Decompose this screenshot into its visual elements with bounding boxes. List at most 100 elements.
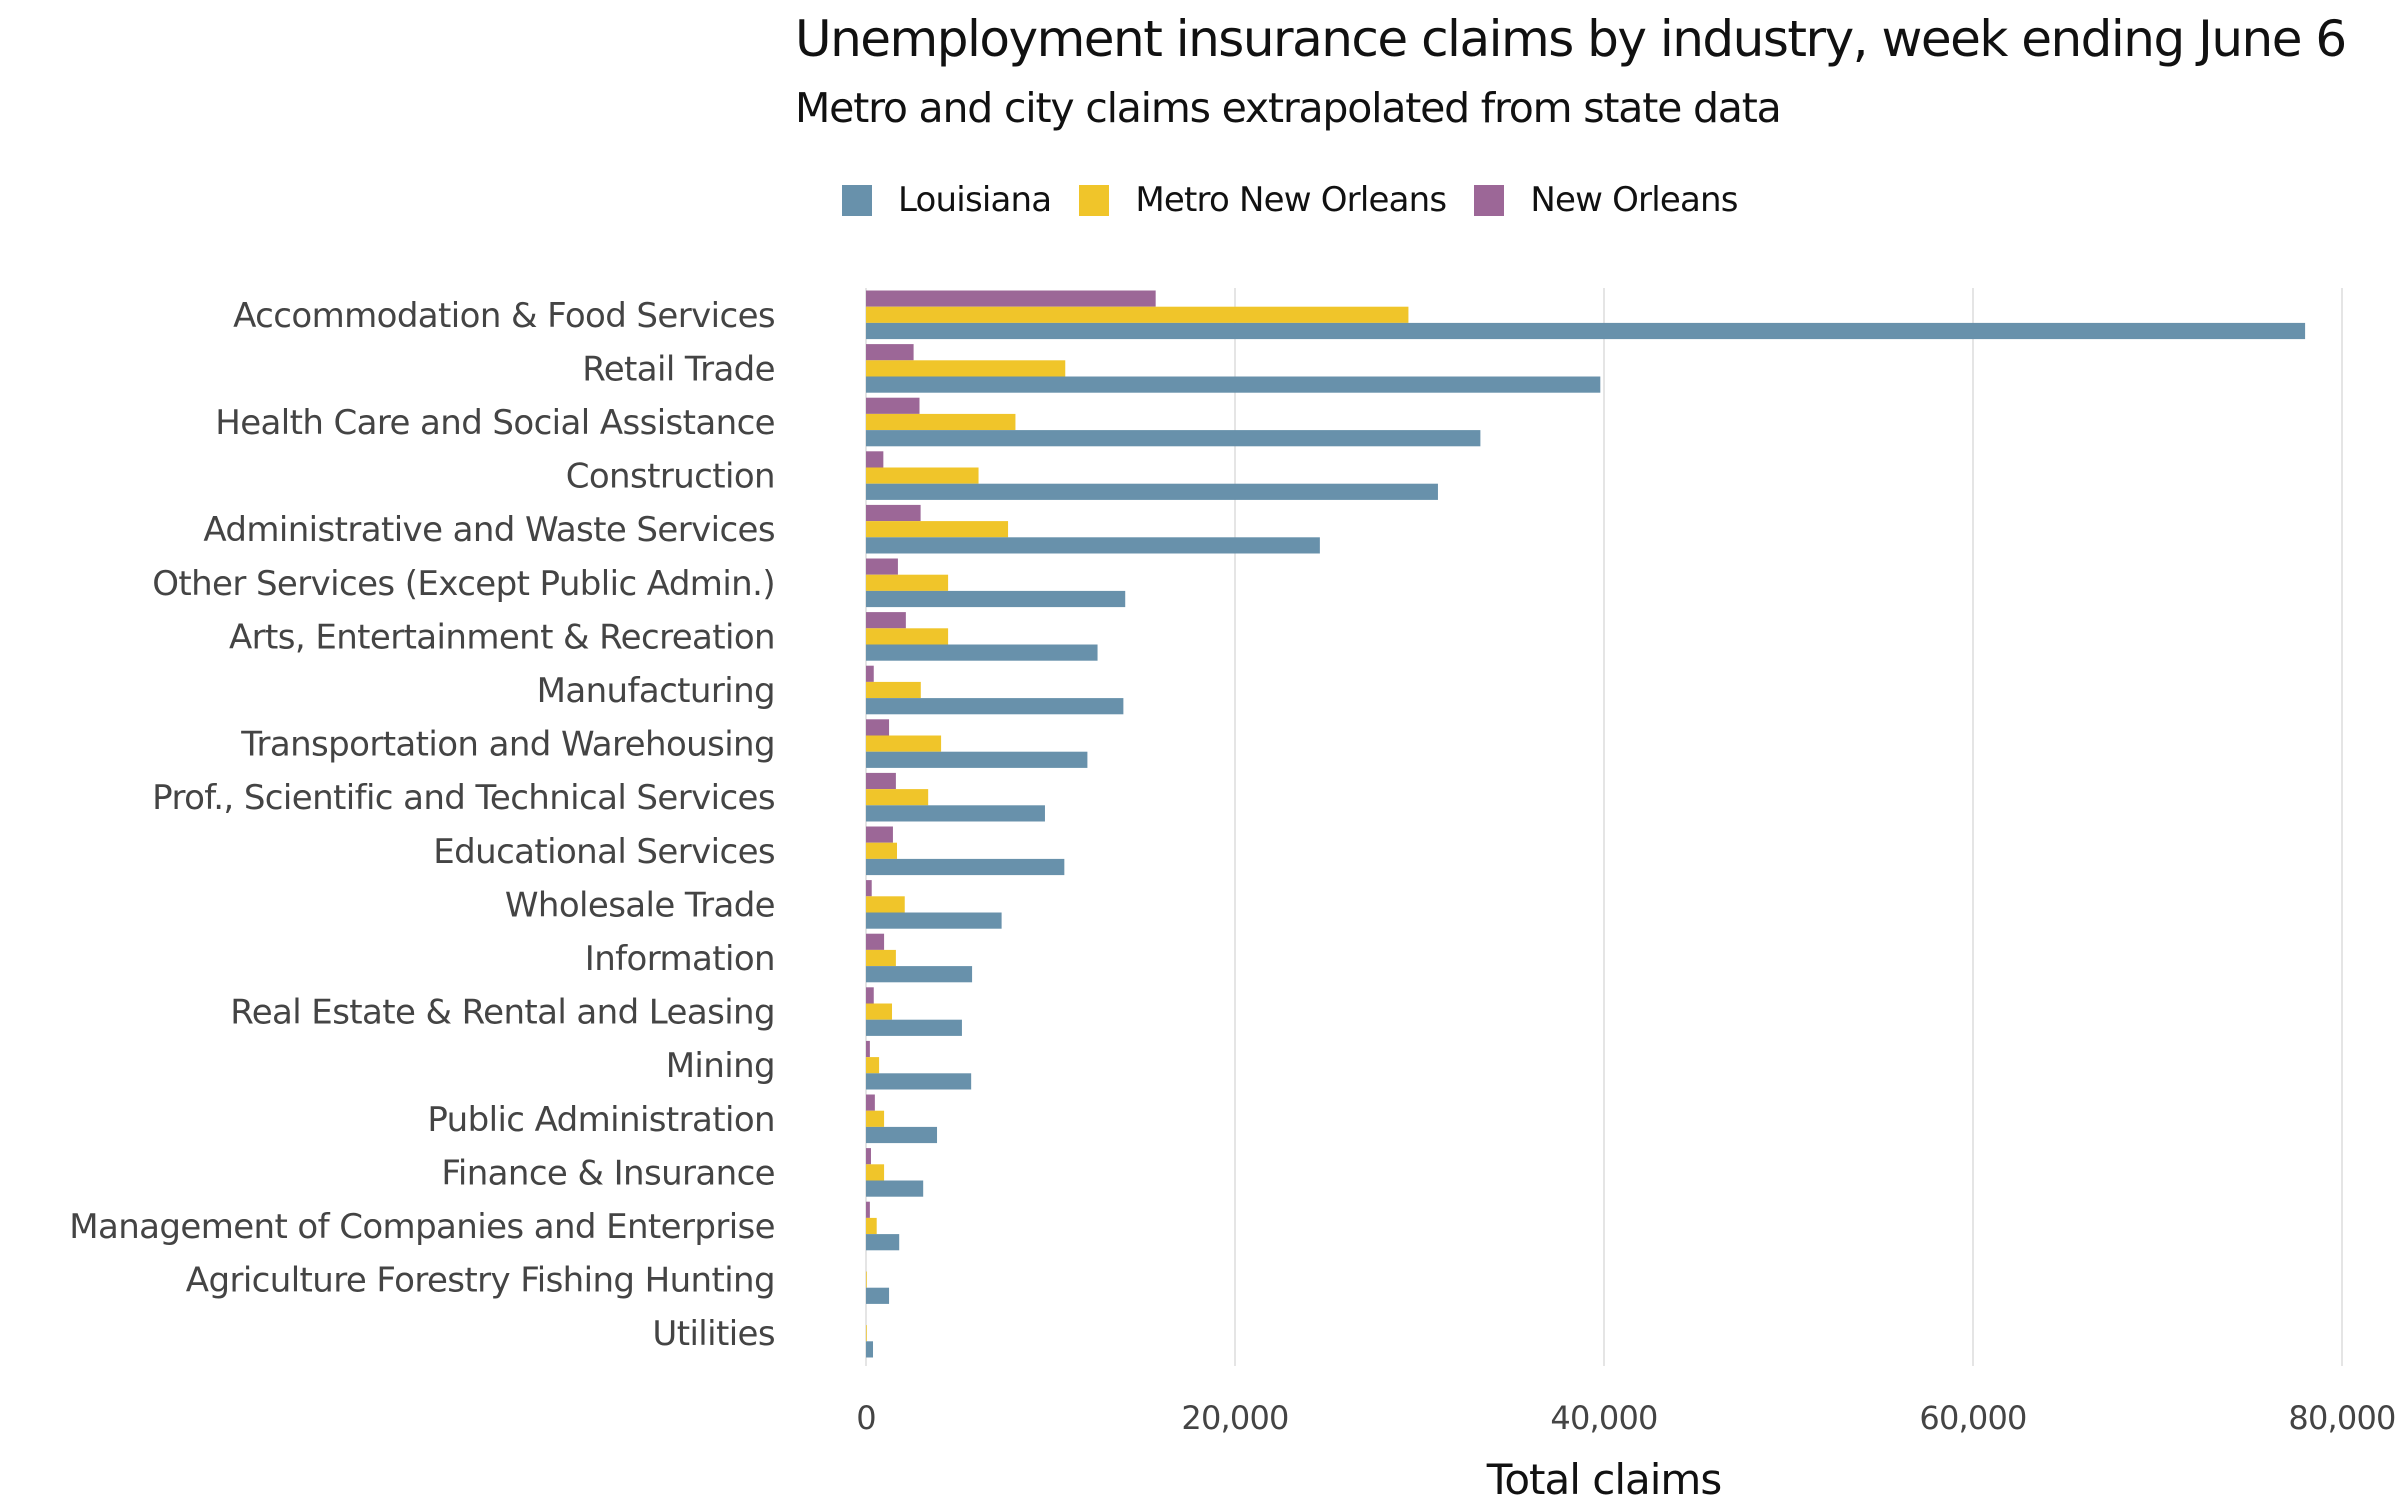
bar-louisiana-information xyxy=(866,966,973,983)
bar-new-orleans-retail-trade xyxy=(866,344,914,361)
category-label: Other Services (Except Public Admin.) xyxy=(152,564,775,604)
bar-metro-new-orleans-administrative-and-waste-services xyxy=(866,521,1009,538)
category-label: Transportation and Warehousing xyxy=(240,725,775,765)
category-label: Wholesale Trade xyxy=(505,885,775,925)
bar-louisiana-arts-entertainment-recreation xyxy=(866,644,1098,661)
bar-new-orleans-accommodation-food-services xyxy=(866,290,1156,307)
chart-subtitle: Metro and city claims extrapolated from … xyxy=(795,84,1782,132)
category-label: Agriculture Forestry Fishing Hunting xyxy=(186,1261,775,1301)
legend-item-new-orleans: New Orleans xyxy=(1474,180,1739,220)
bar-metro-new-orleans-agriculture-forestry-fishing-hunting xyxy=(866,1271,867,1288)
category-label: Arts, Entertainment & Recreation xyxy=(229,617,775,657)
gridlines xyxy=(865,288,2343,1366)
bar-metro-new-orleans-management-of-companies-and-enterprise xyxy=(866,1217,877,1235)
bar-new-orleans-prof-scientific-and-technical-services xyxy=(866,772,896,790)
bar-metro-new-orleans-health-care-and-social-assistance xyxy=(866,413,1016,431)
x-tick-label: 40,000 xyxy=(1550,1399,1657,1437)
legend-item-metro-new-orleans: Metro New Orleans xyxy=(1079,180,1447,220)
bar-new-orleans-transportation-and-warehousing xyxy=(866,719,890,736)
bar-metro-new-orleans-information xyxy=(866,949,896,967)
legend-label-louisiana: Louisiana xyxy=(898,180,1052,220)
x-tick-label: 60,000 xyxy=(1919,1399,2026,1437)
bar-metro-new-orleans-accommodation-food-services xyxy=(866,306,1409,323)
bar-louisiana-accommodation-food-services xyxy=(866,322,2306,340)
bar-new-orleans-information xyxy=(866,933,885,950)
legend-swatch-louisiana xyxy=(842,184,872,216)
legend-item-louisiana: Louisiana xyxy=(842,180,1052,220)
bar-new-orleans-public-administration xyxy=(866,1094,875,1111)
bar-louisiana-real-estate-rental-and-leasing xyxy=(866,1019,962,1036)
bar-new-orleans-real-estate-rental-and-leasing xyxy=(866,987,874,1004)
bar-louisiana-mining xyxy=(866,1073,972,1090)
category-label: Prof., Scientific and Technical Services xyxy=(152,778,775,818)
chart-title: Unemployment insurance claims by industr… xyxy=(795,10,2347,68)
category-label: Accommodation & Food Services xyxy=(233,296,775,336)
category-label: Finance & Insurance xyxy=(441,1153,775,1193)
bar-louisiana-public-administration xyxy=(866,1126,938,1144)
x-tick-label: 0 xyxy=(856,1399,876,1437)
bar-new-orleans-construction xyxy=(866,451,884,468)
category-label: Management of Companies and Enterprise xyxy=(69,1207,775,1247)
bar-louisiana-retail-trade xyxy=(866,376,1601,393)
bar-louisiana-wholesale-trade xyxy=(866,912,1002,929)
bar-metro-new-orleans-public-administration xyxy=(866,1110,885,1127)
bar-new-orleans-educational-services xyxy=(866,826,893,843)
x-tick-labels: 0 20,000 40,000 60,000 80,000 xyxy=(856,1399,2396,1437)
bar-metro-new-orleans-manufacturing xyxy=(866,681,921,699)
bar-louisiana-utilities xyxy=(866,1341,874,1358)
bar-new-orleans-management-of-companies-and-enterprise xyxy=(866,1201,870,1218)
bar-metro-new-orleans-utilities xyxy=(866,1325,867,1342)
bar-metro-new-orleans-mining xyxy=(866,1057,880,1074)
bar-metro-new-orleans-real-estate-rental-and-leasing xyxy=(866,1003,893,1020)
legend-swatch-new-orleans xyxy=(1474,184,1505,216)
bar-new-orleans-administrative-and-waste-services xyxy=(866,504,921,522)
bar-louisiana-health-care-and-social-assistance xyxy=(866,430,1481,447)
bar-louisiana-manufacturing xyxy=(866,698,1124,715)
category-labels: Accommodation & Food Services Retail Trad… xyxy=(69,296,775,1354)
bar-louisiana-transportation-and-warehousing xyxy=(866,751,1088,768)
category-label: Information xyxy=(585,939,775,979)
category-label: Educational Services xyxy=(433,832,775,872)
bar-new-orleans-finance-insurance xyxy=(866,1148,871,1165)
bar-new-orleans-other-services-except-public-admin xyxy=(866,558,898,575)
category-label: Mining xyxy=(666,1046,775,1086)
bar-metro-new-orleans-construction xyxy=(866,467,979,484)
legend-label-metro-new-orleans: Metro New Orleans xyxy=(1135,180,1447,220)
bar-new-orleans-arts-entertainment-recreation xyxy=(866,612,906,629)
category-label: Health Care and Social Assistance xyxy=(215,403,775,443)
bar-louisiana-other-services-except-public-admin xyxy=(866,590,1126,608)
category-label: Manufacturing xyxy=(537,671,775,711)
bar-metro-new-orleans-finance-insurance xyxy=(866,1164,885,1181)
bar-louisiana-prof-scientific-and-technical-services xyxy=(866,805,1045,822)
bars xyxy=(866,290,2306,1358)
category-label: Utilities xyxy=(652,1314,775,1354)
x-tick-label: 80,000 xyxy=(2288,1399,2395,1437)
bar-louisiana-educational-services xyxy=(866,858,1065,876)
category-label: Construction xyxy=(566,457,775,497)
bar-metro-new-orleans-wholesale-trade xyxy=(866,896,905,913)
bar-metro-new-orleans-arts-entertainment-recreation xyxy=(866,628,949,645)
x-axis-title: Total claims xyxy=(1486,1455,1721,1500)
bar-new-orleans-health-care-and-social-assistance xyxy=(866,397,920,414)
bar-metro-new-orleans-other-services-except-public-admin xyxy=(866,574,949,591)
bar-new-orleans-wholesale-trade xyxy=(866,880,872,897)
bar-new-orleans-mining xyxy=(866,1040,870,1058)
bar-louisiana-administrative-and-waste-services xyxy=(866,537,1320,554)
legend-label-new-orleans: New Orleans xyxy=(1530,180,1738,220)
legend-swatch-metro-new-orleans xyxy=(1079,184,1110,216)
bar-louisiana-management-of-companies-and-enterprise xyxy=(866,1234,900,1251)
category-label: Public Administration xyxy=(427,1100,775,1140)
bar-metro-new-orleans-educational-services xyxy=(866,842,897,859)
legend: Louisiana Metro New Orleans New Orleans xyxy=(842,180,1766,220)
bar-louisiana-agriculture-forestry-fishing-hunting xyxy=(866,1287,890,1304)
category-label: Retail Trade xyxy=(582,349,775,389)
bar-metro-new-orleans-retail-trade xyxy=(866,360,1066,377)
bar-new-orleans-manufacturing xyxy=(866,665,874,682)
bar-louisiana-construction xyxy=(866,483,1438,500)
category-label: Administrative and Waste Services xyxy=(203,510,775,550)
bar-metro-new-orleans-prof-scientific-and-technical-services xyxy=(866,789,929,806)
bar-louisiana-finance-insurance xyxy=(866,1180,924,1197)
bar-metro-new-orleans-transportation-and-warehousing xyxy=(866,735,942,752)
x-tick-label: 20,000 xyxy=(1181,1399,1288,1437)
